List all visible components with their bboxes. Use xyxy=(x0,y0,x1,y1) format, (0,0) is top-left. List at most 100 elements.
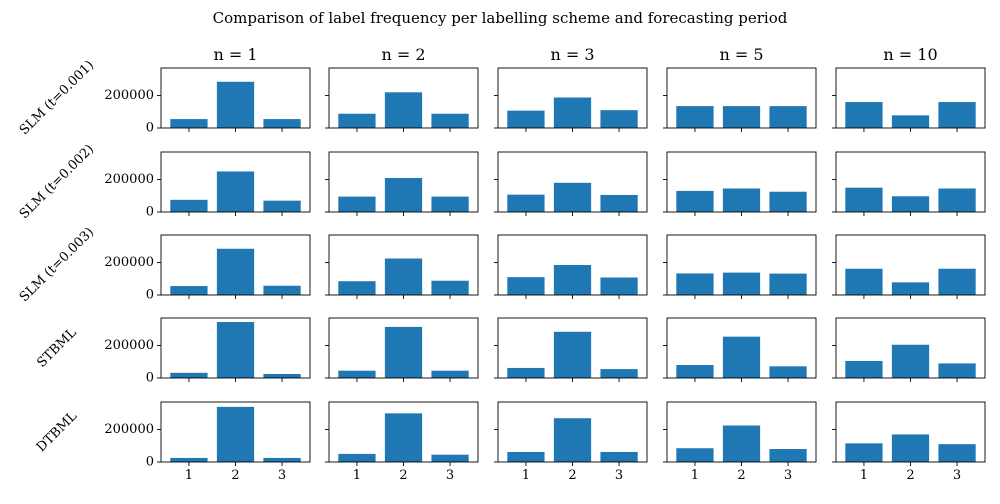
bar xyxy=(600,451,638,462)
bar xyxy=(507,194,545,212)
bar xyxy=(384,326,423,378)
x-tick-label: 2 xyxy=(231,468,239,483)
bar xyxy=(384,92,423,128)
bar xyxy=(338,281,376,295)
bar xyxy=(263,373,301,378)
bar xyxy=(676,448,714,462)
x-tick-label: 3 xyxy=(784,468,792,483)
bar xyxy=(216,322,255,378)
bar xyxy=(216,406,255,462)
subplot xyxy=(832,317,986,382)
bar xyxy=(845,187,883,212)
bar xyxy=(600,110,638,128)
x-tick-label: 1 xyxy=(522,468,530,483)
bar xyxy=(722,336,761,378)
chart-title: Comparison of label frequency per labell… xyxy=(213,9,788,27)
x-tick-label: 2 xyxy=(399,468,407,483)
bar xyxy=(431,280,469,295)
bar xyxy=(676,365,714,378)
bar xyxy=(845,268,883,295)
bar xyxy=(263,457,301,462)
y-tick-label: 200000 xyxy=(104,422,154,437)
bar xyxy=(553,97,592,128)
bar xyxy=(216,248,255,295)
bar xyxy=(891,344,930,378)
bar xyxy=(384,413,423,462)
bar xyxy=(431,454,469,462)
bar xyxy=(384,258,423,295)
row-label: SLM (t=0.003) xyxy=(17,225,97,305)
bar xyxy=(338,453,376,462)
subplot xyxy=(494,67,648,132)
subplot: 1 2 3 xyxy=(832,401,986,483)
subplot xyxy=(663,234,817,299)
subplot xyxy=(832,67,986,132)
subplot xyxy=(663,67,817,132)
y-tick-label: 200000 xyxy=(104,255,154,270)
bar xyxy=(938,363,976,378)
bar xyxy=(676,106,714,128)
bar xyxy=(507,451,545,462)
column-title: n = 10 xyxy=(883,45,937,64)
subplot xyxy=(832,151,986,216)
subplot xyxy=(325,234,479,299)
bar xyxy=(769,273,807,295)
bar xyxy=(431,113,469,128)
bar xyxy=(769,449,807,462)
subplot: 0 200000 xyxy=(104,234,311,303)
bar xyxy=(431,370,469,378)
y-tick-label: 0 xyxy=(146,121,154,136)
bar xyxy=(845,443,883,462)
y-tick-label: 200000 xyxy=(104,88,154,103)
x-tick-label: 3 xyxy=(278,468,286,483)
bar xyxy=(170,286,208,295)
x-tick-label: 1 xyxy=(353,468,361,483)
bar xyxy=(600,194,638,212)
bar xyxy=(891,196,930,212)
subplot: 1 2 3 xyxy=(663,401,817,483)
x-tick-label: 1 xyxy=(185,468,193,483)
bar xyxy=(507,277,545,295)
y-tick-label: 200000 xyxy=(104,338,154,353)
bar xyxy=(722,272,761,295)
column-title: n = 1 xyxy=(213,45,257,64)
bar xyxy=(553,418,592,462)
subplot xyxy=(325,317,479,382)
bar xyxy=(507,367,545,378)
x-tick-label: 2 xyxy=(906,468,914,483)
bar xyxy=(769,106,807,128)
row-label: SLM (t=0.002) xyxy=(17,142,97,222)
bar xyxy=(891,434,930,462)
subplot xyxy=(832,234,986,299)
bar xyxy=(263,285,301,295)
bar xyxy=(938,102,976,128)
subplot xyxy=(325,67,479,132)
subplot: 0 200000 1 2 3 xyxy=(104,401,311,483)
bar xyxy=(938,188,976,212)
bar xyxy=(263,200,301,212)
bar xyxy=(938,268,976,295)
subplot xyxy=(663,151,817,216)
subplot: 1 2 3 xyxy=(494,401,648,483)
subplot xyxy=(663,317,817,382)
subplot: 1 2 3 xyxy=(325,401,479,483)
bar xyxy=(600,369,638,378)
y-tick-label: 0 xyxy=(146,288,154,303)
bar xyxy=(938,444,976,462)
bar xyxy=(170,457,208,462)
bar xyxy=(553,265,592,295)
bar xyxy=(722,425,761,462)
subplot: 0 200000 xyxy=(104,317,311,386)
bar xyxy=(891,115,930,128)
row-label: DTBML xyxy=(34,409,81,456)
subplot xyxy=(325,151,479,216)
subplot: 0 200000 xyxy=(104,67,311,136)
row-label: STBML xyxy=(34,325,80,371)
bar xyxy=(845,360,883,378)
x-tick-label: 1 xyxy=(691,468,699,483)
subplot xyxy=(494,151,648,216)
bar xyxy=(338,196,376,212)
bar xyxy=(769,191,807,212)
bar xyxy=(338,113,376,128)
